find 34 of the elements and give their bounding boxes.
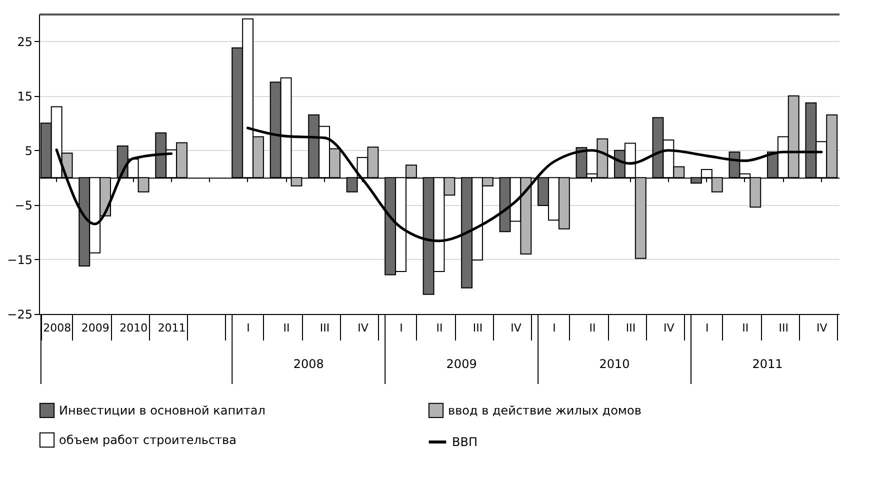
x-tick-label: I	[706, 322, 709, 334]
text: 2009	[446, 357, 477, 371]
x-tick-label: 2009	[81, 322, 110, 334]
y-tick-label: 5	[24, 144, 32, 158]
x-tick-label: II	[742, 322, 749, 334]
x-tick-label: I	[400, 322, 403, 334]
y-tick-label: −5	[14, 198, 32, 212]
x-tick-label: III	[320, 322, 330, 334]
x-tick-label: IV	[816, 322, 828, 334]
x-tick-label: II	[589, 322, 596, 334]
x-tick-label: I	[246, 322, 250, 334]
y-tick-label: −25	[7, 308, 32, 322]
y-tick-label: 25	[17, 34, 32, 49]
x-tick-label: III	[626, 322, 636, 334]
x-tick-label: 2010	[120, 322, 148, 334]
x-tick-label: 2008	[43, 322, 72, 334]
x-tick-label: III	[778, 322, 789, 334]
text: 2010	[599, 357, 630, 371]
x-tick-label: II	[283, 322, 290, 334]
y-tick-label: 15	[17, 89, 32, 104]
legend-label: ВВП	[452, 435, 478, 449]
x-tick-label: IV	[510, 322, 522, 334]
x-tick-label: III	[472, 322, 483, 334]
y-tick-label: −15	[7, 252, 32, 267]
text: 2008	[293, 357, 324, 371]
legend-label: Инвестиции в основной капитал	[59, 403, 266, 418]
x-tick-label: 2011	[158, 322, 186, 334]
x-tick-label: IV	[358, 322, 369, 334]
x-tick-label: I	[552, 322, 556, 334]
x-tick-label: II	[436, 322, 443, 334]
text: 2011	[752, 357, 783, 371]
x-tick-label: IV	[664, 322, 675, 334]
legend-label: ввод в действие жилых домов	[448, 403, 642, 418]
legend-label: объем работ строительства	[59, 433, 236, 447]
